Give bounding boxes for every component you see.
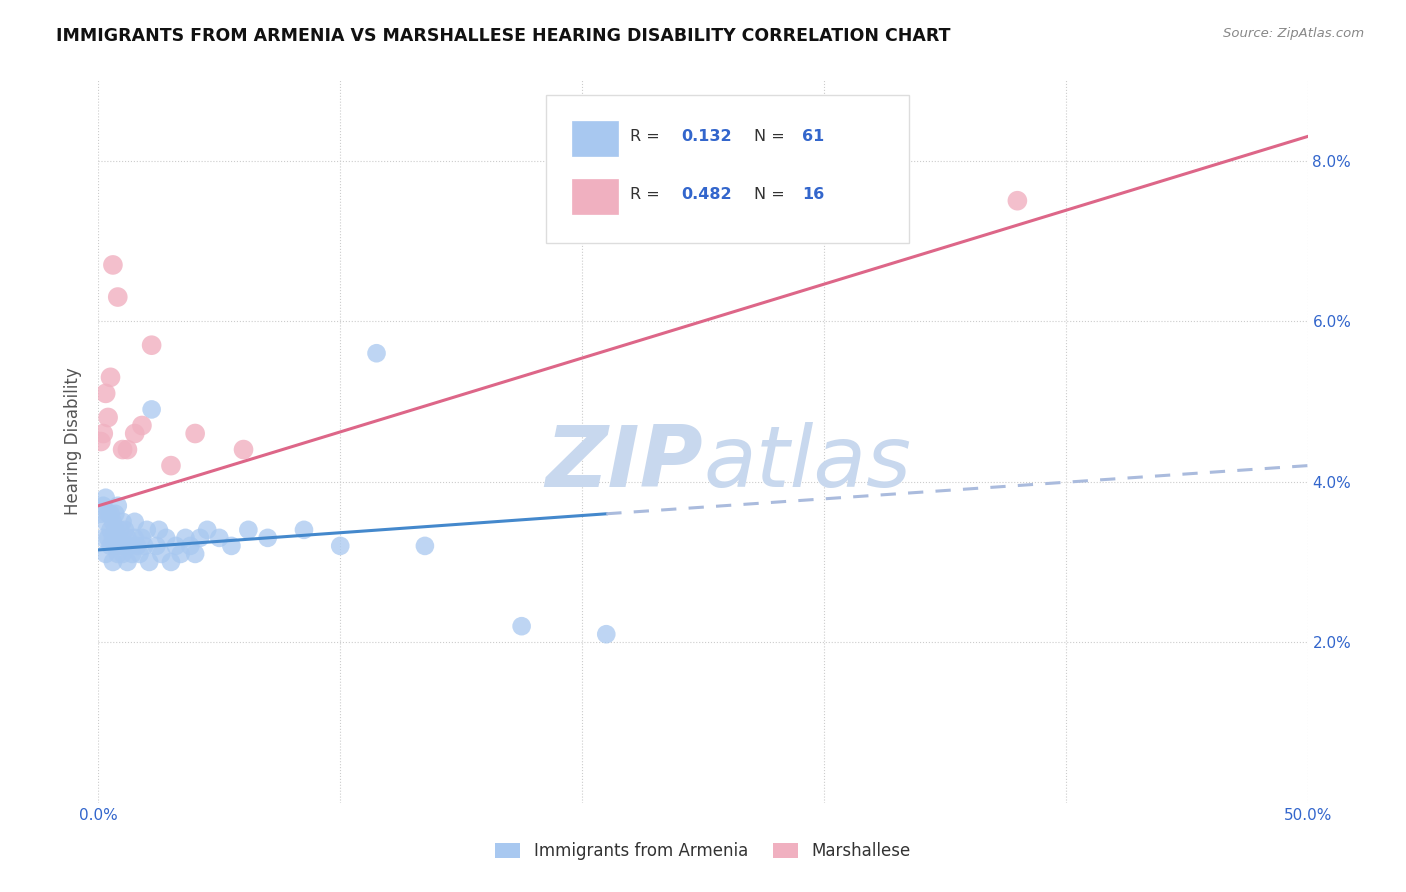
Point (208, 531, 231, 545)
Point (91, 426, 114, 441)
Point (232, 442, 254, 457)
Text: IMMIGRANTS FROM ARMENIA VS MARSHALLESE HEARING DISABILITY CORRELATION CHART: IMMIGRANTS FROM ARMENIA VS MARSHALLESE H… (56, 27, 950, 45)
Text: R =: R = (630, 187, 665, 202)
Point (329, 539, 352, 553)
Point (134, 539, 156, 553)
Point (150, 547, 173, 561)
Y-axis label: Hearing Disability: Hearing Disability (65, 368, 83, 516)
Point (101, 515, 124, 529)
Point (124, 531, 146, 545)
Point (107, 499, 129, 513)
Point (160, 555, 183, 569)
Point (111, 547, 134, 561)
Point (114, 539, 136, 553)
Point (148, 523, 170, 537)
Point (595, 627, 617, 641)
Point (179, 539, 201, 553)
Legend: Immigrants from Armenia, Marshallese: Immigrants from Armenia, Marshallese (489, 836, 917, 867)
Point (108, 523, 131, 537)
Point (124, 515, 146, 529)
Point (94, 547, 117, 561)
Point (366, 346, 388, 360)
Point (413, 539, 436, 553)
Point (292, 523, 315, 537)
Point (1007, 194, 1029, 208)
Point (238, 523, 260, 537)
Point (91, 499, 114, 513)
Point (174, 531, 197, 545)
Point (184, 426, 207, 441)
Point (124, 426, 146, 441)
Point (97, 531, 120, 545)
Point (94, 515, 117, 529)
Point (91, 531, 114, 545)
Point (135, 523, 157, 537)
Point (128, 547, 150, 561)
Point (138, 555, 160, 569)
Point (107, 547, 129, 561)
Point (100, 539, 122, 553)
Text: N =: N = (754, 187, 790, 202)
FancyBboxPatch shape (572, 121, 619, 156)
Point (169, 547, 191, 561)
Point (104, 507, 127, 521)
Point (90, 434, 112, 449)
Text: N =: N = (754, 129, 790, 145)
Point (117, 442, 139, 457)
Point (90, 507, 112, 521)
Point (221, 539, 243, 553)
Point (195, 523, 218, 537)
Point (104, 523, 127, 537)
Point (121, 547, 143, 561)
Point (100, 370, 122, 384)
Point (127, 539, 149, 553)
Point (118, 539, 141, 553)
Point (94, 491, 117, 505)
Point (114, 523, 136, 537)
Point (107, 290, 129, 304)
Point (111, 442, 134, 457)
Point (111, 515, 134, 529)
Point (94, 386, 117, 401)
FancyBboxPatch shape (572, 179, 619, 214)
Point (108, 539, 131, 553)
Point (100, 523, 122, 537)
Point (107, 531, 129, 545)
Text: Source: ZipAtlas.com: Source: ZipAtlas.com (1223, 27, 1364, 40)
Point (141, 338, 163, 352)
Point (101, 258, 124, 272)
Point (155, 531, 177, 545)
Point (117, 555, 139, 569)
Point (97, 507, 120, 521)
Point (256, 531, 278, 545)
Text: 0.482: 0.482 (682, 187, 733, 202)
Text: 61: 61 (803, 129, 824, 145)
Point (141, 402, 163, 417)
Point (165, 539, 187, 553)
Point (100, 507, 122, 521)
Point (184, 547, 207, 561)
Point (131, 531, 153, 545)
Text: R =: R = (630, 129, 665, 145)
Point (101, 531, 124, 545)
Text: 0.132: 0.132 (682, 129, 733, 145)
Point (188, 531, 211, 545)
FancyBboxPatch shape (546, 95, 908, 243)
Point (117, 531, 139, 545)
Text: ZIP: ZIP (546, 422, 703, 505)
Point (101, 555, 124, 569)
Text: 16: 16 (803, 187, 824, 202)
Point (145, 539, 167, 553)
Text: atlas: atlas (703, 422, 911, 505)
Point (160, 458, 183, 473)
Point (104, 539, 127, 553)
Point (131, 418, 153, 433)
Point (97, 410, 120, 425)
Point (510, 619, 533, 633)
